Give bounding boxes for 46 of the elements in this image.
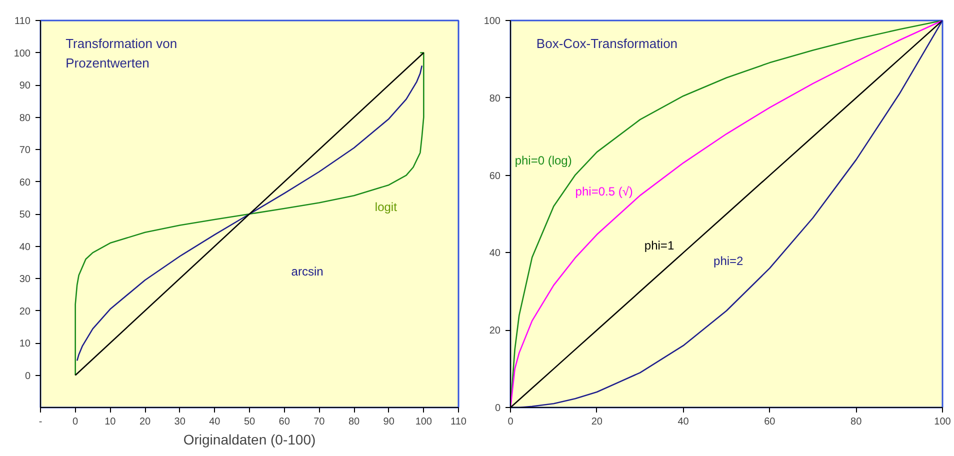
annotation: phi=2	[714, 254, 744, 268]
annotation: arcsin	[291, 264, 324, 278]
y-tick-label: 100	[484, 16, 501, 27]
x-tick-label: 90	[383, 416, 395, 428]
x-tick-label: 0	[508, 416, 514, 428]
x-tick-label: 100	[415, 416, 432, 428]
x-tick-label: 70	[314, 416, 326, 428]
x-axis-title: Originaldaten (0-100)	[183, 432, 316, 448]
x-tick-label: 80	[348, 416, 360, 428]
x-tick-label: 40	[678, 416, 690, 428]
y-tick-label: 60	[489, 170, 501, 182]
x-tick-label: 100	[934, 416, 952, 428]
y-tick-label: 50	[19, 210, 31, 220]
y-tick-label: 0	[494, 403, 501, 414]
y-tick-label: 30	[19, 274, 31, 285]
text: Transformation von Prozentwerten	[66, 36, 178, 70]
y-tick-label: 80	[489, 93, 501, 104]
x-tick-label: 20	[139, 416, 151, 428]
annotation: phi=0 (log)	[514, 154, 572, 168]
y-tick-label: 70	[19, 145, 31, 156]
y-tick-label: 40	[19, 242, 31, 253]
x-tick-label: 50	[244, 416, 256, 428]
x-tick-label: -	[38, 416, 42, 428]
x-tick-label: 20	[591, 416, 603, 428]
x-tick-label: 10	[104, 416, 116, 428]
x-tick-label: 110	[450, 416, 467, 428]
y-tick-label: 20	[489, 326, 501, 337]
x-tick-label: 60	[764, 416, 776, 428]
annotation: phi=0.5 (√)	[575, 184, 633, 199]
text: Box-Cox-Transformation	[536, 36, 678, 51]
annotation: logit	[374, 200, 398, 214]
x-tick-label: 30	[174, 416, 186, 428]
y-tick-label: 0	[24, 370, 31, 382]
annotation: phi=1	[644, 238, 674, 253]
y-tick-label: 100	[14, 48, 31, 60]
x-tick-label: 80	[850, 416, 862, 428]
y-tick-label: 20	[19, 306, 31, 318]
y-tick-label: 10	[19, 338, 31, 350]
y-tick-label: 90	[19, 80, 31, 92]
x-tick-label: 0	[72, 416, 79, 428]
x-tick-label: 40	[209, 416, 221, 428]
y-tick-label: 40	[489, 248, 501, 260]
y-tick-label: 80	[19, 112, 31, 124]
y-tick-label: 110	[14, 16, 31, 27]
y-tick-label: 60	[19, 177, 31, 188]
x-tick-label: 60	[278, 416, 290, 428]
